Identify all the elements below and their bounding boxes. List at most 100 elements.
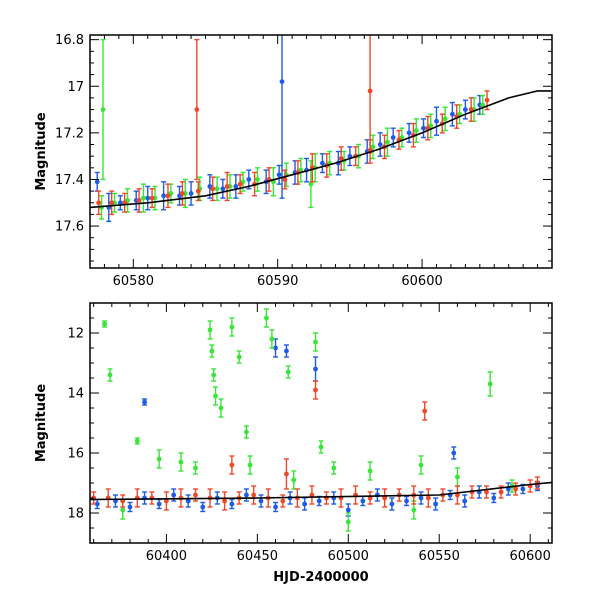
top-marker	[214, 186, 220, 192]
top-marker	[117, 200, 123, 206]
top-marker	[276, 172, 282, 178]
bottom-y-tick-label: 12	[67, 327, 84, 342]
bottom-data-point	[447, 489, 453, 501]
bottom-marker	[284, 348, 289, 354]
bottom-data-point	[291, 470, 297, 490]
top-x-tick-label: 60600	[401, 274, 442, 289]
bottom-data-point	[273, 501, 279, 513]
bottom-data-point	[331, 461, 337, 475]
top-data-point	[179, 181, 185, 206]
bottom-data-point	[433, 497, 439, 511]
bottom-marker	[200, 504, 206, 510]
bottom-marker	[487, 381, 493, 387]
bottom-data-point	[229, 498, 235, 510]
bottom-marker	[163, 498, 169, 504]
bottom-marker	[273, 345, 278, 351]
bottom-marker	[498, 489, 504, 495]
bottom-marker	[345, 519, 351, 525]
bottom-marker	[264, 315, 269, 321]
bottom-data-point	[243, 488, 249, 502]
top-data-point	[177, 185, 183, 206]
top-marker	[413, 128, 419, 133]
top-data-point	[468, 97, 474, 122]
top-x-tick-label: 60580	[113, 274, 154, 289]
bottom-data-point	[520, 483, 526, 495]
bottom-data-point	[451, 446, 457, 460]
bottom-data-point	[222, 491, 228, 511]
top-data-point	[106, 192, 112, 223]
bottom-data-point	[243, 425, 249, 439]
bottom-marker	[171, 492, 177, 498]
top-marker	[320, 160, 325, 166]
bottom-marker	[313, 339, 318, 345]
bottom-x-tick-label: 60600	[509, 549, 550, 564]
top-data-point	[100, 38, 106, 181]
top-data-point	[421, 118, 427, 139]
bottom-data-point	[323, 491, 329, 505]
bottom-data-point	[134, 437, 140, 445]
bottom-data-point	[454, 467, 460, 487]
top-marker	[141, 195, 146, 201]
bottom-marker	[185, 498, 191, 504]
bottom-x-tick-label: 60500	[328, 549, 369, 564]
top-marker	[462, 107, 468, 112]
bottom-series-1	[102, 308, 515, 532]
top-data-point	[237, 174, 243, 195]
bottom-x-tick-label: 60550	[419, 549, 460, 564]
bottom-marker	[94, 501, 100, 507]
top-data-point	[347, 146, 353, 167]
bottom-data-point	[163, 491, 169, 511]
top-data-point	[96, 190, 102, 216]
top-data-point	[480, 94, 486, 115]
bottom-data-point	[207, 320, 213, 340]
top-marker	[449, 111, 455, 117]
bottom-x-tick-label: 60450	[237, 549, 278, 564]
bottom-data-point	[142, 491, 148, 505]
bottom-marker	[211, 372, 217, 378]
top-data-point	[413, 118, 419, 143]
top-data-point	[136, 188, 142, 213]
bottom-data-point	[213, 386, 219, 406]
bottom-data-point	[247, 455, 253, 475]
top-y-tick-label: 17	[67, 80, 84, 95]
top-marker	[370, 144, 376, 150]
top-data-point	[117, 195, 123, 211]
top-y-tick-label: 17.4	[55, 173, 84, 188]
bottom-data-point	[285, 365, 291, 379]
bottom-data-point	[418, 491, 424, 505]
bottom-marker	[433, 501, 438, 507]
top-series-0	[94, 35, 483, 223]
top-data-point	[425, 115, 431, 141]
bottom-data-point	[229, 455, 235, 475]
bottom-marker	[209, 348, 215, 354]
bottom-data-point	[484, 485, 490, 499]
top-data-point	[406, 122, 412, 143]
bottom-data-point	[374, 488, 380, 502]
bottom-marker	[455, 474, 460, 480]
bottom-marker	[102, 321, 107, 327]
bottom-y-tick-label: 18	[67, 507, 84, 522]
bottom-marker	[213, 393, 218, 399]
top-y-tick-label: 17.6	[55, 220, 84, 235]
top-data-point	[214, 176, 220, 202]
bottom-marker	[318, 444, 324, 450]
bottom-data-point	[454, 485, 460, 505]
bottom-marker	[193, 492, 198, 498]
top-marker	[421, 125, 426, 131]
bottom-marker	[491, 495, 497, 501]
bottom-marker	[425, 495, 431, 501]
top-data-point	[370, 134, 376, 160]
bottom-data-point	[318, 440, 324, 454]
bottom-series-0	[94, 338, 540, 517]
bottom-marker	[313, 387, 318, 393]
top-data-point	[377, 132, 383, 157]
top-data-point	[109, 190, 115, 216]
bottom-marker	[193, 465, 198, 471]
bottom-data-point	[283, 344, 289, 358]
bottom-data-point	[127, 501, 133, 513]
top-data-point	[428, 113, 434, 139]
top-plot-area	[90, 35, 552, 223]
bottom-marker	[418, 462, 424, 468]
top-data-point	[125, 188, 131, 213]
top-data-point	[194, 38, 200, 181]
